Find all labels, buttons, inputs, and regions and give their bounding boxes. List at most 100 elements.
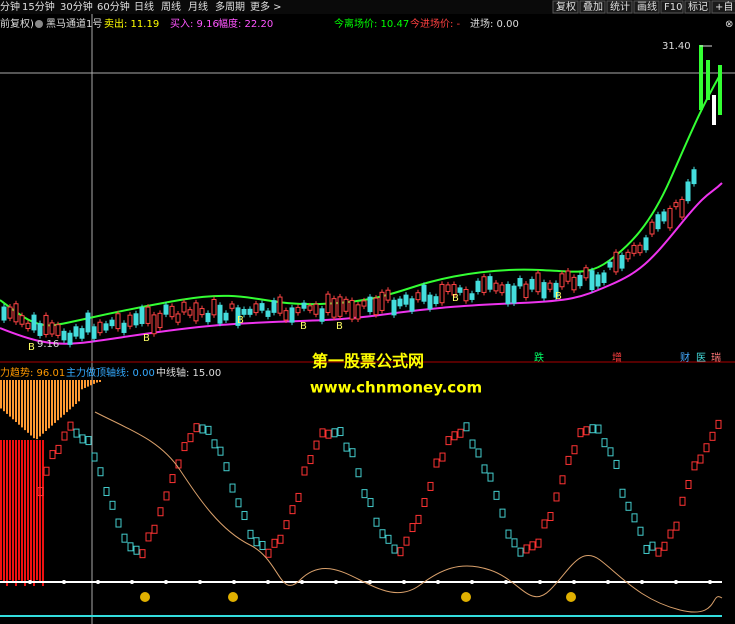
toolbar-button[interactable]: 复权 [556,0,576,13]
candle [673,202,679,208]
candle [361,300,367,307]
wave-box [343,442,350,452]
candle [139,307,145,325]
trend-bar [15,380,17,422]
button-frame [684,0,711,14]
toolbar-button[interactable]: +自 [715,0,733,13]
toolbar-button[interactable]: 叠加 [583,1,603,13]
candle [55,324,61,336]
coin [461,592,471,602]
buy-marker: B [336,321,343,332]
tab[interactable]: 月线 [188,0,208,13]
wave-box [643,544,650,554]
settings-icon[interactable] [35,20,43,28]
candle [712,95,716,125]
toolbar [0,0,735,14]
trend-bar [93,380,95,384]
candle [379,291,385,311]
power-bar [33,440,35,586]
candle [565,270,571,282]
candle [523,283,529,299]
candle [13,303,19,323]
wave-box [673,521,680,531]
candle [103,323,109,331]
trend-bar [66,380,68,413]
buy-marker: B [28,342,35,353]
close-icon[interactable]: ⊗ [725,19,733,30]
candle [691,169,697,185]
tab[interactable]: 多周期 [215,0,245,13]
tab[interactable]: 周线 [161,0,181,13]
tab[interactable]: 15分钟 [22,0,55,13]
top-axis: 主力做顶轴线: 0.00 [66,366,155,379]
wave-box [511,538,518,548]
toolbar-button[interactable]: 统计 [610,0,630,13]
trend-bar [69,380,71,410]
wave-box [439,452,446,462]
candle [211,299,217,316]
toolbar-button[interactable]: 标记 [688,1,708,13]
trend-bar [12,380,14,420]
candle [571,276,577,291]
candle [607,261,613,268]
wave-box [85,436,92,446]
tab[interactable]: 日线 [134,0,154,13]
wave-box [463,422,470,432]
wave-box [139,549,146,559]
candle [37,323,43,336]
candle [217,304,223,324]
buy-marker: B [237,315,244,326]
candle [637,244,643,254]
wave-box [367,498,374,508]
tag: 医 [696,352,706,364]
trend-bar [78,380,80,402]
candle [199,308,205,316]
tab[interactable]: 60分钟 [97,0,130,13]
candle [151,314,157,335]
candle [487,276,493,290]
candle [187,309,193,316]
power-bar [6,440,8,586]
wave-box [685,479,692,489]
wave-box [259,540,266,550]
power-bar [42,440,44,586]
candle [163,304,169,315]
tab[interactable]: 分钟 [0,0,20,13]
wave-box [79,434,86,444]
candle [685,181,691,202]
wave-box [265,548,272,558]
button-frame [606,0,633,14]
candle [547,282,553,290]
watermark-name: 第一股票公式网 [312,352,424,371]
tag: 增 [612,351,622,364]
candle [85,312,91,333]
candle [265,310,271,317]
buy: 买入: 9.16 [170,18,219,30]
candle [25,322,31,330]
tab[interactable]: 更多 > [250,0,282,13]
wave-box [73,428,80,438]
toolbar-button[interactable]: 画线 [637,0,657,13]
wave-box [151,524,158,534]
trend-bar [54,380,56,423]
candle [349,299,355,320]
trend-bar [21,380,23,428]
candle [109,319,115,327]
buy-marker: B [300,321,307,332]
wave-box [283,520,290,530]
candle [355,304,361,320]
candle [133,313,139,326]
power-bar [3,440,5,583]
candle [667,207,673,229]
tab[interactable]: 30分钟 [60,0,93,13]
wave-box [319,428,326,438]
candle [505,283,511,305]
lower-indicator [0,380,722,602]
trend-bar [72,380,74,407]
candle [343,298,349,312]
candle [259,303,265,311]
trend-bar [45,380,47,431]
toolbar-button[interactable]: F10 [664,2,682,13]
wave-box [97,467,104,477]
wave-box [211,439,218,449]
